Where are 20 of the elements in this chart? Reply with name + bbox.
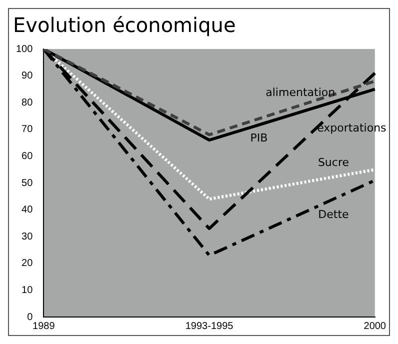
x-tick-label: 1989 [32, 320, 56, 332]
x-tick-label: 1993-1995 [185, 320, 234, 332]
series-label: exportations [317, 122, 387, 135]
y-tick-label: 10 [22, 284, 34, 296]
chart-title: Evolution économique [13, 13, 236, 38]
y-tick-label: 70 [22, 124, 34, 136]
y-tick-label: 100 [16, 44, 34, 55]
y-tick-label: 0 [27, 312, 34, 323]
series-label: Dette [318, 208, 350, 221]
y-tick-label: 50 [22, 178, 34, 189]
y-tick-label: 40 [22, 204, 34, 216]
y-tick-label: 90 [22, 70, 34, 82]
x-tick-label: 2000 [364, 320, 386, 332]
y-tick-label: 30 [22, 231, 34, 242]
series-label: alimentation [266, 86, 336, 100]
series-label: PIB [250, 132, 268, 145]
series-label: Sucre [318, 156, 350, 169]
y-tick-label: 80 [22, 97, 34, 108]
y-tick-label: 60 [22, 150, 34, 162]
y-tick-label: 20 [22, 258, 34, 270]
